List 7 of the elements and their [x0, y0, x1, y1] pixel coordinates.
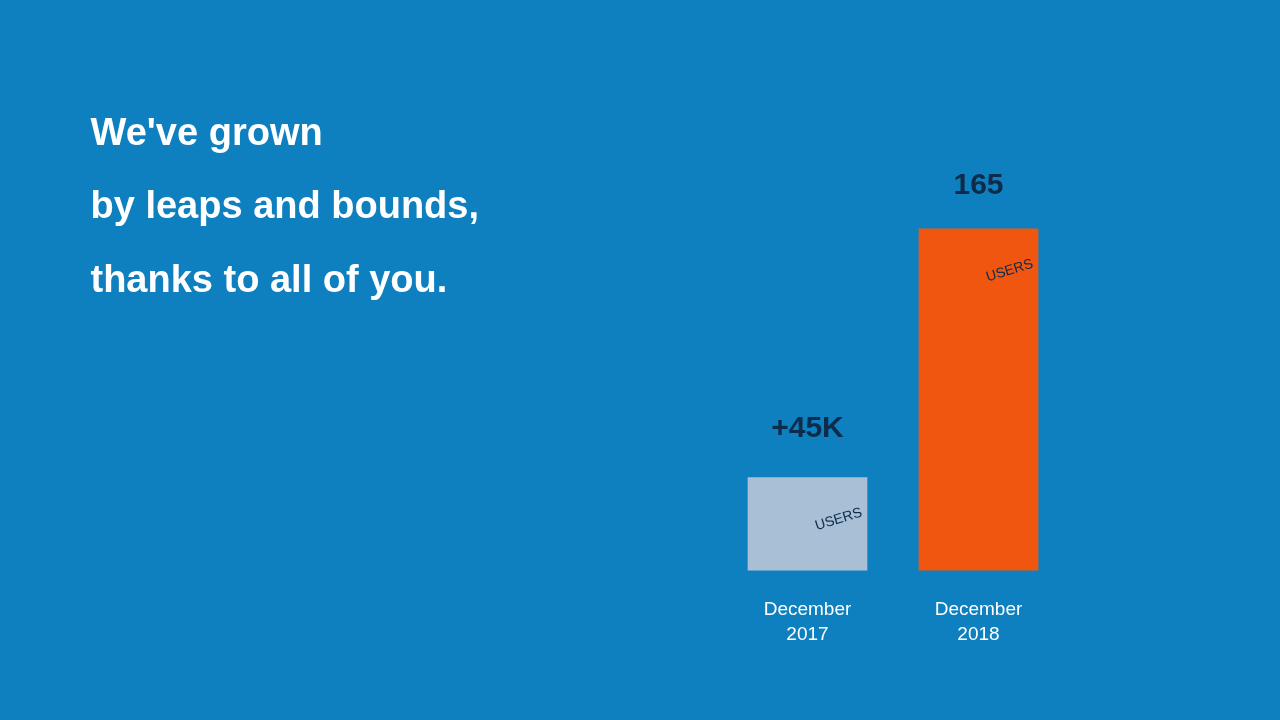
x-tick-label: December 2017 [763, 597, 852, 645]
annotation: USERS [812, 503, 864, 534]
text: We've grown by leaps and bounds, thanks to all of you. [90, 110, 479, 300]
data-label: 165 [953, 167, 1004, 201]
annotation: USERS [983, 254, 1035, 285]
data-label: +45K [771, 410, 845, 444]
x-tick-label: December 2018 [934, 597, 1023, 645]
